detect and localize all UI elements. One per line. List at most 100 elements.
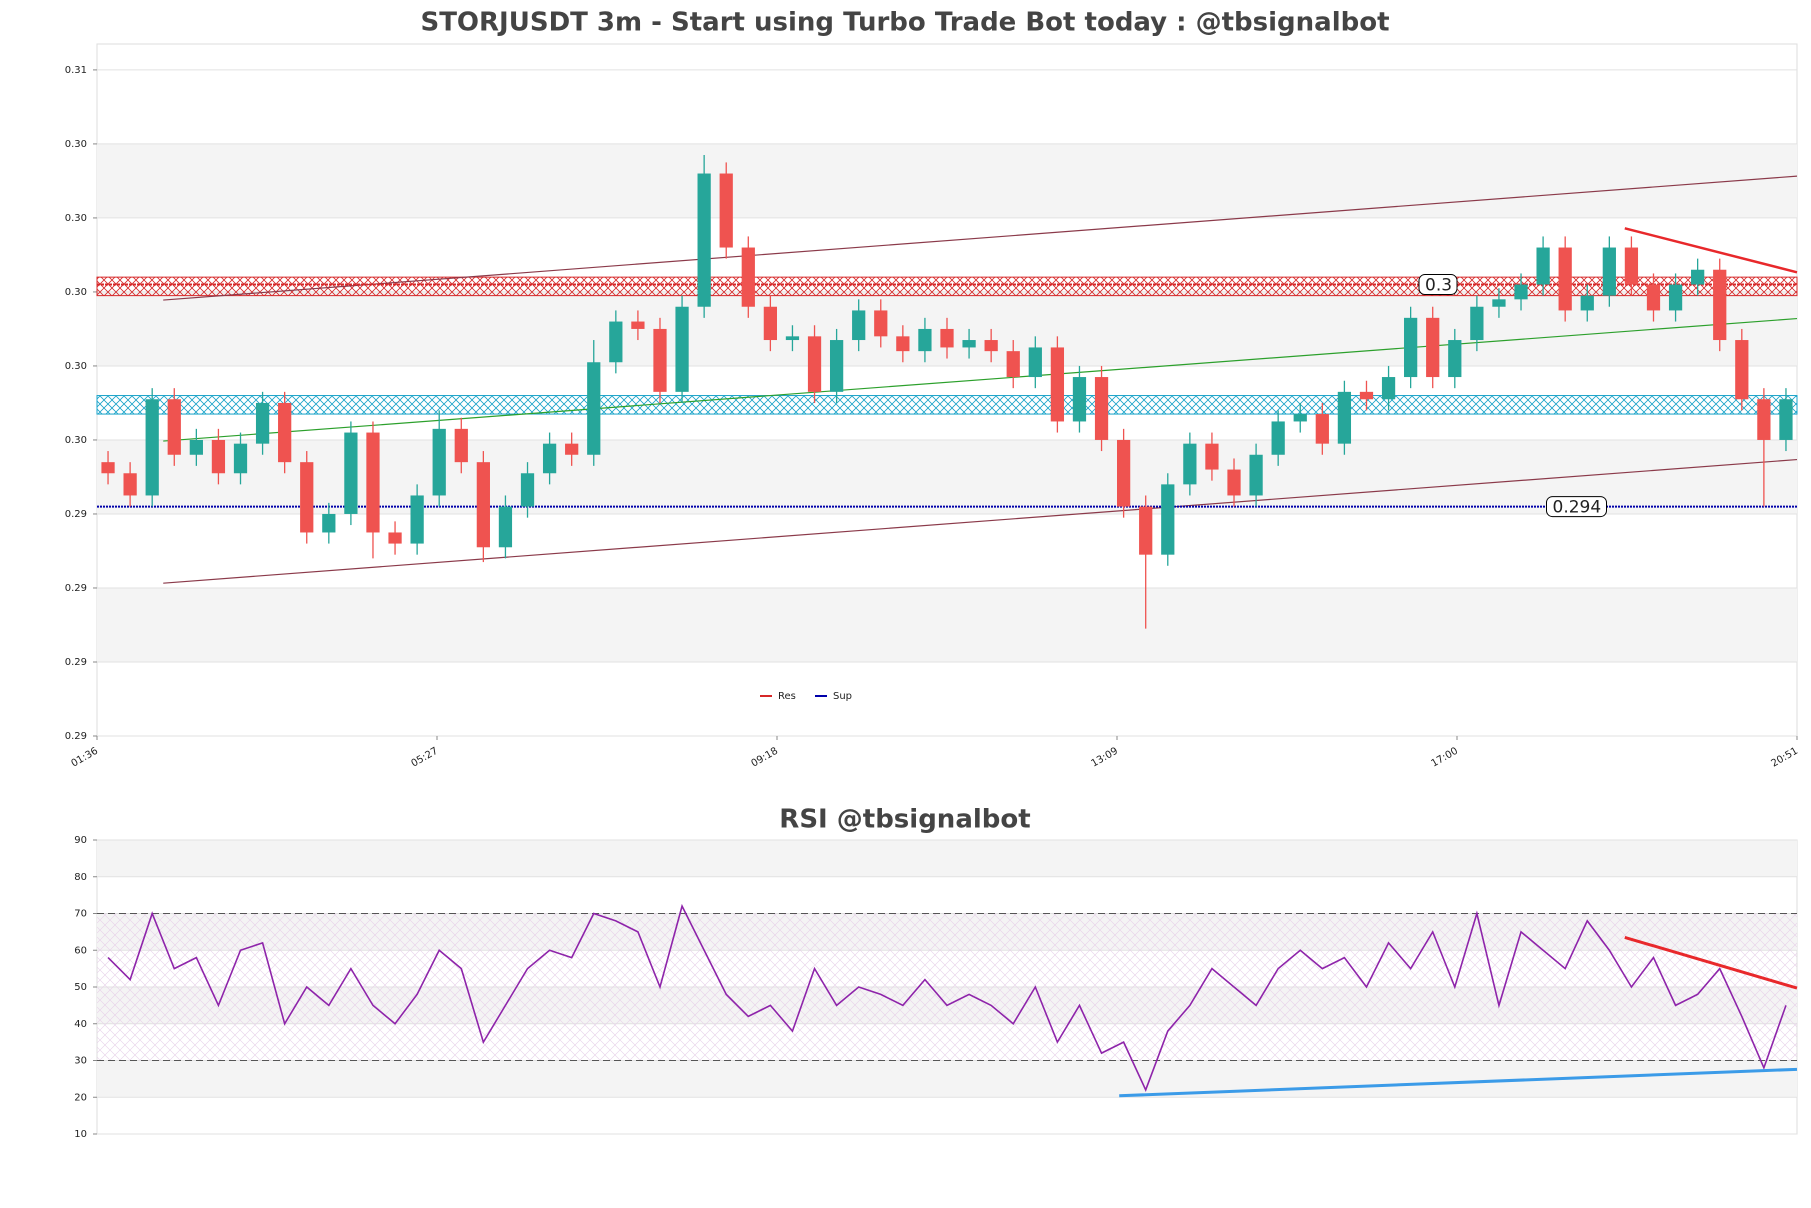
- candle-body: [829, 340, 844, 392]
- level-label: 0.3: [1425, 276, 1452, 296]
- candle-body: [587, 362, 601, 455]
- candle-body: [542, 443, 557, 474]
- candle-body: [300, 462, 314, 533]
- candle-body: [653, 328, 667, 392]
- candle-body: [1668, 284, 1683, 311]
- candle-body: [211, 439, 226, 474]
- band: [97, 840, 1797, 877]
- candle-body: [807, 336, 822, 392]
- band: [97, 143, 1797, 218]
- trendline: [1624, 227, 1798, 274]
- trendline: [163, 175, 1798, 301]
- candle-body: [1404, 317, 1418, 378]
- y-tick-label: 30: [74, 1056, 87, 1067]
- x-tick-label: 20:51: [1770, 746, 1800, 770]
- band: [97, 587, 1797, 662]
- legend-label: Res: [778, 691, 796, 702]
- candle-body: [1470, 306, 1484, 341]
- y-tick-label: 0.30: [65, 139, 87, 150]
- y-tick-label: 0.29: [65, 583, 87, 594]
- candle-body: [1205, 443, 1219, 470]
- candle-body: [1028, 347, 1042, 378]
- y-tick-label: 0.30: [65, 435, 87, 446]
- y-tick-label: 0.30: [65, 287, 87, 298]
- candle-body: [1558, 247, 1572, 311]
- y-tick-label: 20: [74, 1092, 87, 1103]
- candle-body: [1337, 391, 1352, 444]
- candle-body: [1293, 414, 1307, 422]
- candle-body: [1735, 340, 1749, 400]
- candle-body: [366, 432, 380, 533]
- candle-body: [388, 532, 402, 544]
- candle-body: [984, 340, 998, 352]
- trendline: [1119, 1067, 1798, 1098]
- candle-body: [255, 402, 270, 444]
- candle-body: [1050, 347, 1065, 422]
- candle-body: [1713, 269, 1727, 341]
- y-tick-label: 0.31: [65, 65, 87, 76]
- trendline: [163, 458, 1798, 584]
- candle-body: [918, 328, 932, 352]
- candle-body: [741, 247, 755, 307]
- candle-body: [476, 462, 490, 548]
- y-tick-label: 0.29: [65, 731, 87, 742]
- candle-body: [1536, 247, 1550, 285]
- candle-body: [145, 399, 159, 496]
- candle-body: [565, 443, 579, 455]
- zone: [96, 395, 1798, 415]
- x-tick-label: 05:27: [410, 746, 440, 770]
- y-tick-label: 50: [74, 982, 87, 993]
- candle-body: [1426, 317, 1440, 378]
- candle-body: [609, 321, 623, 363]
- y-tick-label: 70: [74, 909, 87, 920]
- candle-body: [454, 428, 468, 463]
- candle-body: [1691, 269, 1705, 285]
- y-tick-label: 10: [74, 1129, 87, 1140]
- candle-body: [785, 336, 800, 341]
- zone: [96, 276, 1798, 297]
- candle-body: [1139, 506, 1153, 555]
- y-tick-label: 0.29: [65, 509, 87, 520]
- candle-body: [123, 473, 137, 496]
- candle-body: [1117, 439, 1131, 507]
- candle-body: [1183, 443, 1197, 485]
- candle-body: [1779, 399, 1793, 440]
- candle-body: [1492, 299, 1506, 307]
- candle-body: [896, 336, 910, 352]
- candle-body: [1448, 340, 1462, 378]
- level-label-box: [1418, 274, 1458, 296]
- y-tick-label: 0.29: [65, 657, 87, 668]
- candle-body: [1249, 454, 1263, 496]
- y-tick-label: 80: [74, 872, 87, 883]
- level-label: 0.294: [1553, 498, 1602, 518]
- candle-body: [233, 443, 248, 474]
- candle-body: [1315, 414, 1329, 444]
- band: [97, 1060, 1797, 1098]
- x-tick-label: 01:36: [70, 746, 100, 770]
- candle-body: [322, 513, 336, 533]
- candle-body: [1072, 377, 1087, 422]
- candle-body: [101, 462, 115, 474]
- band: [97, 439, 1797, 514]
- candle-body: [962, 340, 976, 348]
- candle-body: [763, 306, 777, 341]
- chart-title: STORJUSDT 3m - Start using Turbo Trade B…: [420, 8, 1389, 38]
- candle-body: [631, 321, 645, 329]
- rsi-line: [107, 903, 1787, 1092]
- y-tick-label: 0.30: [65, 361, 87, 372]
- candle-body: [1757, 399, 1771, 440]
- legend-label: Sup: [833, 691, 852, 702]
- candle-body: [344, 432, 358, 514]
- candle-body: [1580, 295, 1594, 311]
- candle-body: [719, 173, 733, 248]
- candle-body: [852, 310, 866, 341]
- candle-body: [1006, 351, 1020, 378]
- candle-body: [189, 439, 203, 455]
- candle-body: [1602, 247, 1616, 296]
- candle-body: [278, 402, 292, 463]
- y-tick-label: 60: [74, 945, 87, 956]
- y-tick-label: 0.30: [65, 213, 87, 224]
- candle-body: [874, 310, 888, 337]
- x-tick-label: 13:09: [1090, 746, 1120, 770]
